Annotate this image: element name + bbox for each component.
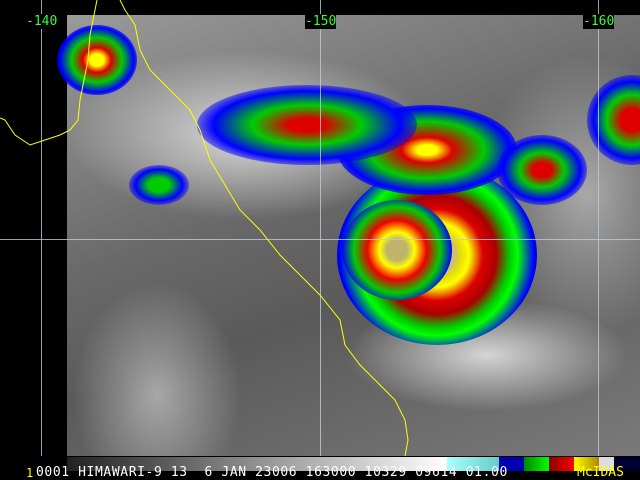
green-segment [524,457,549,471]
mcidas-label: McIDAS [577,465,624,480]
longitude-label: -140 [26,14,58,29]
longitude-line [598,0,599,456]
frame-number: 1 [26,466,34,480]
longitude-line [41,0,42,456]
grayscale-segment [67,457,447,471]
red-segment [549,457,574,471]
yellow-segment [574,457,599,471]
longitude-label: -160 [583,14,615,29]
outer-band [497,135,587,205]
convective-band-west [197,85,417,165]
convective-cell-northwest [57,25,137,95]
longitude-label: -150 [305,14,337,29]
small-cell [129,165,189,205]
darkblue-segment [614,457,640,471]
latitude-line [0,239,640,240]
enhancement-color-bar [67,457,640,471]
image-info-text: 0001 HIMAWARI-9 13 6 JAN 23006 163000 10… [36,465,508,480]
infrared-cloud-imagery [57,15,640,456]
longitude-line [320,0,321,456]
convective-cell [342,200,452,300]
cyan-segment [447,457,499,471]
white-segment [599,457,614,471]
blue-segment [499,457,524,471]
